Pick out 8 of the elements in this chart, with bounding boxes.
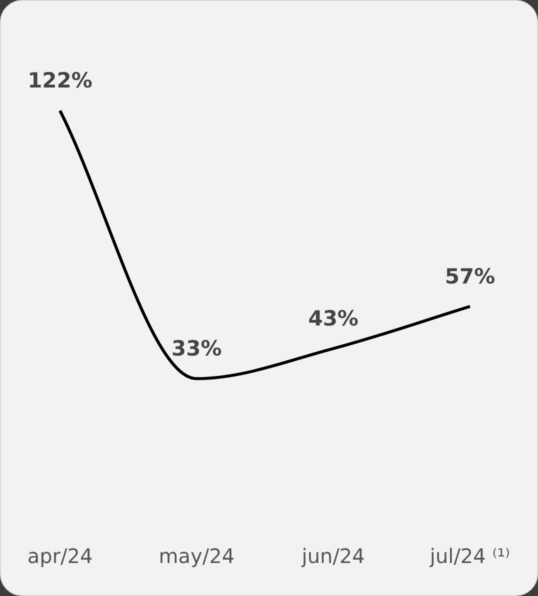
data-label: 57%	[444, 264, 496, 288]
x-tick-label: jul/24 ⁽¹⁾	[428, 544, 510, 568]
data-label: 43%	[308, 306, 358, 330]
x-tick-label: jun/24	[300, 544, 365, 568]
x-tick-label: may/24	[158, 544, 235, 568]
data-label: 33%	[172, 336, 222, 361]
x-tick-label: apr/24	[27, 544, 93, 568]
data-label: 122%	[28, 68, 92, 93]
